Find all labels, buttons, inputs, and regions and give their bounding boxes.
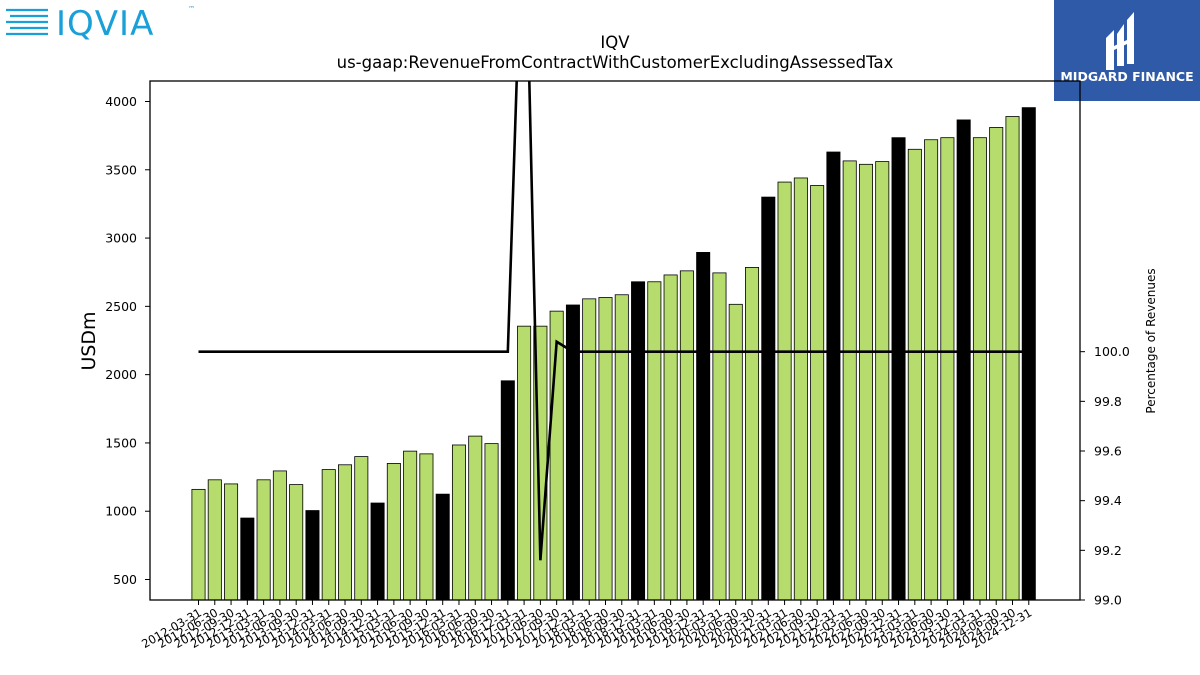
bar-2023-03-31 [907, 148, 922, 601]
bar-2019-03-31 [647, 281, 662, 601]
bar-2021-06-30 [793, 177, 808, 601]
y-axis-left: 500 1000 1500 2000 2500 3000 3500 4000 [105, 94, 150, 587]
bar-2020-06-30 [728, 303, 743, 601]
y-axis-label: USDm [78, 311, 100, 370]
bar-2022-12-31 [891, 137, 906, 601]
y-tick-label: 500 [113, 572, 137, 587]
y2-tick-label: 99.6 [1094, 444, 1122, 459]
bar-2022-06-30 [858, 163, 873, 601]
bar-2016-09-30 [484, 443, 499, 601]
bar-2018-03-31 [582, 298, 597, 601]
y-tick-label: 3000 [105, 231, 137, 246]
iqvia-logo: IQVIA ™ [6, 4, 195, 42]
bar-2021-09-30 [810, 185, 825, 601]
bar-2017-03-31 [517, 325, 532, 601]
y-tick-label: 2500 [105, 299, 137, 314]
y2-tick-label: 99.0 [1094, 593, 1122, 608]
bar-2013-09-30 [289, 484, 304, 601]
bar-2020-12-31 [761, 196, 776, 601]
bar-2023-06-30 [924, 139, 939, 601]
bar-2018-06-30 [598, 297, 613, 601]
bar-2014-09-30 [354, 456, 369, 601]
bar-2023-12-31 [956, 119, 971, 601]
bar-2014-03-31 [321, 469, 336, 601]
bar-2016-03-31 [451, 444, 466, 601]
bar-2021-03-31 [777, 181, 792, 601]
chart-title: IQV [600, 33, 630, 52]
y-tick-label: 3500 [105, 162, 137, 177]
y-tick-label: 4000 [105, 94, 137, 109]
y-tick-label: 1500 [105, 435, 137, 450]
midgard-finance-logo: MIDGARD FINANCE [1054, 0, 1200, 101]
y2-axis-label: Percentage of Revenues [1144, 268, 1158, 413]
bar-2012-03-31 [191, 488, 206, 601]
y-tick-label: 2000 [105, 367, 137, 382]
bar-2024-09-30 [1005, 116, 1020, 601]
bar-2013-06-30 [272, 470, 287, 601]
y2-tick-label: 99.4 [1094, 493, 1122, 508]
x-axis: 2012-03-312012-06-302012-09-302012-12-31… [139, 600, 1034, 651]
bar-2016-06-30 [468, 435, 483, 601]
y2-tick-label: 100.0 [1094, 344, 1130, 359]
bar-2019-06-30 [663, 274, 678, 601]
plot-frame [149, 80, 1081, 601]
bar-2023-09-30 [940, 137, 955, 601]
midgard-emblem-icon [1106, 12, 1134, 70]
bar-2021-12-31 [826, 151, 841, 601]
bar-2018-12-31 [631, 281, 646, 601]
bar-series [191, 107, 1036, 601]
iqvia-trademark: ™ [188, 5, 195, 13]
bar-2016-12-31 [500, 380, 515, 601]
iqvia-lines-icon [6, 8, 48, 36]
bar-2012-12-31 [240, 517, 255, 601]
bar-2012-09-30 [224, 483, 239, 601]
percentage-line [198, 81, 1029, 561]
midgard-wordmark: MIDGARD FINANCE [1060, 69, 1193, 84]
bar-2014-12-31 [370, 502, 385, 601]
bar-2024-03-31 [972, 137, 987, 601]
y2-tick-label: 99.2 [1094, 543, 1122, 558]
bar-2020-03-31 [712, 272, 727, 601]
bar-2024-12-31 [1021, 107, 1036, 601]
bar-2015-12-31 [435, 493, 450, 601]
bar-2015-03-31 [386, 463, 401, 601]
y-axis-right: 99.0 99.2 99.4 99.6 99.8 100.0 [1080, 344, 1130, 608]
bar-2014-06-30 [338, 464, 353, 601]
bar-2022-03-31 [842, 160, 857, 601]
bar-2012-06-30 [207, 479, 222, 601]
bar-2013-12-31 [305, 510, 320, 601]
bar-2022-09-30 [875, 161, 890, 601]
bar-2018-09-30 [614, 294, 629, 601]
bar-2019-12-31 [696, 252, 711, 601]
bar-2019-09-30 [679, 270, 694, 601]
y2-tick-label: 99.8 [1094, 394, 1122, 409]
iqvia-wordmark: IQVIA [56, 4, 154, 42]
chart-subtitle: us-gaap:RevenueFromContractWithCustomerE… [337, 53, 894, 72]
percentage-line-layer [198, 81, 1029, 561]
bar-2024-06-30 [989, 127, 1004, 601]
bar-2015-09-30 [419, 453, 434, 601]
bar-2013-03-31 [256, 479, 271, 601]
y-tick-label: 1000 [105, 504, 137, 519]
bar-2015-06-30 [403, 450, 418, 601]
bar-2020-09-30 [745, 267, 760, 601]
